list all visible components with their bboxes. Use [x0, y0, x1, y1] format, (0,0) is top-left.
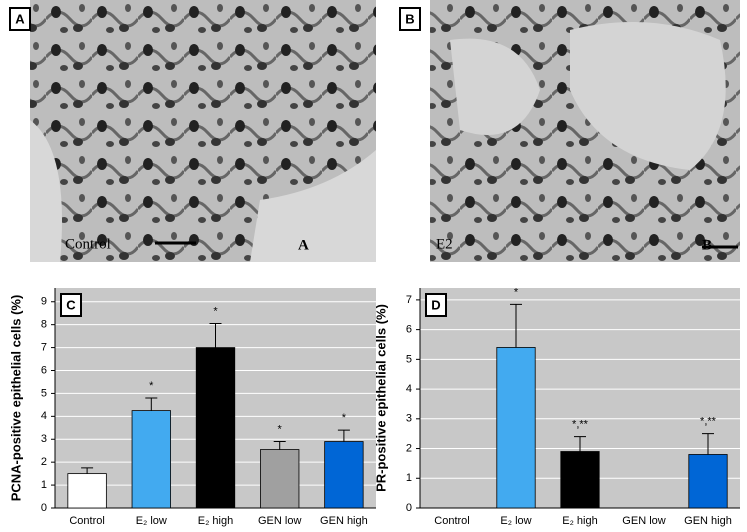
error-bar: [702, 433, 714, 455]
y-tick-label: 6: [406, 324, 412, 336]
y-tick-label: 7: [41, 341, 47, 353]
x-tick-label: GEN low: [622, 515, 665, 527]
corner-label: A: [298, 237, 309, 253]
y-tick-label: 7: [406, 294, 412, 306]
panel-label: C: [66, 297, 76, 312]
y-tick-label: 0: [41, 502, 47, 514]
caption: Control: [65, 236, 111, 252]
panel-label: D: [431, 297, 440, 312]
bar: [324, 441, 364, 509]
error-bar: [510, 303, 522, 348]
error-bar: [81, 467, 94, 474]
x-tick-label: GEN low: [258, 515, 301, 527]
x-tick-label: Control: [69, 515, 104, 527]
annotation: *: [213, 305, 218, 317]
error-bar: [337, 429, 350, 442]
annotation: *,**: [700, 416, 717, 428]
annotation: *: [149, 380, 154, 392]
y-tick-label: 1: [406, 472, 412, 484]
panel-box: [9, 7, 31, 31]
lumen: [450, 22, 726, 170]
y-axis-label: PR-positive epithelial cells (%): [373, 304, 388, 492]
x-tick-label: E₂ low: [500, 515, 531, 527]
micrograph-a: A Control A: [9, 0, 376, 262]
annotation: *: [514, 286, 519, 298]
y-tick-label: 4: [41, 410, 47, 422]
y-tick-label: 1: [41, 479, 47, 491]
annotation: *: [278, 423, 283, 435]
y-tick-label: 2: [41, 456, 47, 468]
error-bar: [574, 436, 586, 452]
x-tick-label: E₂ high: [198, 515, 233, 527]
y-tick-label: 3: [41, 433, 47, 445]
x-tick-label: Control: [434, 515, 469, 527]
bar: [131, 410, 171, 509]
bar: [560, 451, 600, 509]
error-bar: [145, 397, 158, 411]
annotation: *: [342, 412, 347, 424]
bar: [260, 449, 300, 509]
panel-box: [60, 293, 82, 317]
lumen: [30, 120, 376, 262]
corner-label: B: [702, 237, 712, 253]
y-tick-label: 5: [41, 387, 47, 399]
panel-label: A: [15, 11, 25, 26]
y-tick-label: 3: [406, 413, 412, 425]
panel-box: [399, 7, 421, 31]
panel-box: [425, 293, 447, 317]
bar: [496, 347, 536, 509]
y-tick-label: 0: [406, 502, 412, 514]
x-tick-label: GEN high: [320, 515, 368, 527]
micrograph-b: B E2 B: [399, 0, 740, 262]
panel-label: B: [405, 11, 414, 26]
y-axis-label: PCNA-positive epithelial cells (%): [8, 295, 23, 502]
x-tick-label: E₂ high: [562, 515, 597, 527]
bar: [195, 347, 236, 509]
y-tick-label: 4: [406, 383, 412, 395]
y-tick-label: 2: [406, 442, 412, 454]
caption: E2: [436, 236, 453, 252]
annotation: *,**: [572, 419, 589, 431]
y-tick-label: 6: [41, 364, 47, 376]
y-tick-label: 8: [41, 319, 47, 331]
x-tick-label: GEN high: [684, 515, 732, 527]
x-tick-label: E₂ low: [136, 515, 167, 527]
error-bar: [273, 441, 286, 450]
y-tick-label: 9: [41, 296, 47, 308]
error-bar: [209, 323, 222, 348]
bar: [688, 454, 728, 509]
y-tick-label: 5: [406, 353, 412, 365]
bar: [67, 473, 107, 509]
